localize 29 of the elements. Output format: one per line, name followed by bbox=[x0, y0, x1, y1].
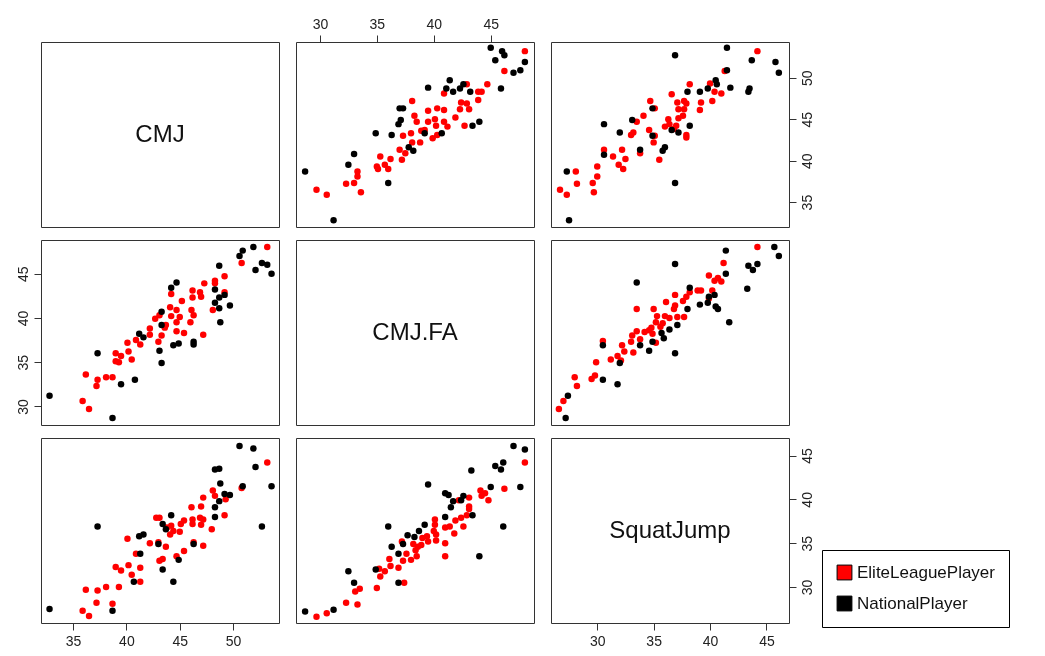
text: CMJ.FA bbox=[372, 317, 458, 345]
y-tick-label: 30 bbox=[798, 579, 815, 596]
y-tick-label: 35 bbox=[798, 194, 815, 211]
x-tick-label: 35 bbox=[65, 632, 82, 649]
y-tick-label: 45 bbox=[798, 448, 815, 464]
x-tick-label: 45 bbox=[172, 632, 189, 649]
x-tick-label: 35 bbox=[646, 632, 663, 649]
x-tick-label: 35 bbox=[369, 15, 386, 32]
x-tick-label: 40 bbox=[426, 15, 443, 32]
x-tick-label: 30 bbox=[312, 15, 329, 32]
x-tick-label: 40 bbox=[702, 632, 719, 649]
y-tick-label: 40 bbox=[14, 310, 31, 327]
y-tick-label: 35 bbox=[798, 535, 815, 552]
y-tick-label: 40 bbox=[798, 491, 815, 508]
y-tick-label: 35 bbox=[14, 354, 31, 371]
x-tick-label: 45 bbox=[759, 632, 775, 649]
y-tick-label: 30 bbox=[14, 398, 31, 415]
x-tick-label: 50 bbox=[225, 632, 242, 649]
legend-label: NationalPlayer bbox=[857, 593, 968, 613]
y-tick-label: 40 bbox=[798, 153, 815, 169]
annotation: SquatJump bbox=[609, 515, 731, 543]
legend-label: EliteLeaguePlayer bbox=[857, 562, 996, 582]
y-tick-label: 45 bbox=[798, 111, 815, 128]
x-tick-label: 30 bbox=[589, 632, 606, 649]
x-tick-label: 40 bbox=[119, 632, 135, 649]
y-tick-label: 45 bbox=[14, 266, 31, 282]
x-tick-label: 45 bbox=[483, 15, 500, 32]
text: CMJ bbox=[135, 119, 185, 147]
y-tick-label: 50 bbox=[798, 70, 815, 86]
